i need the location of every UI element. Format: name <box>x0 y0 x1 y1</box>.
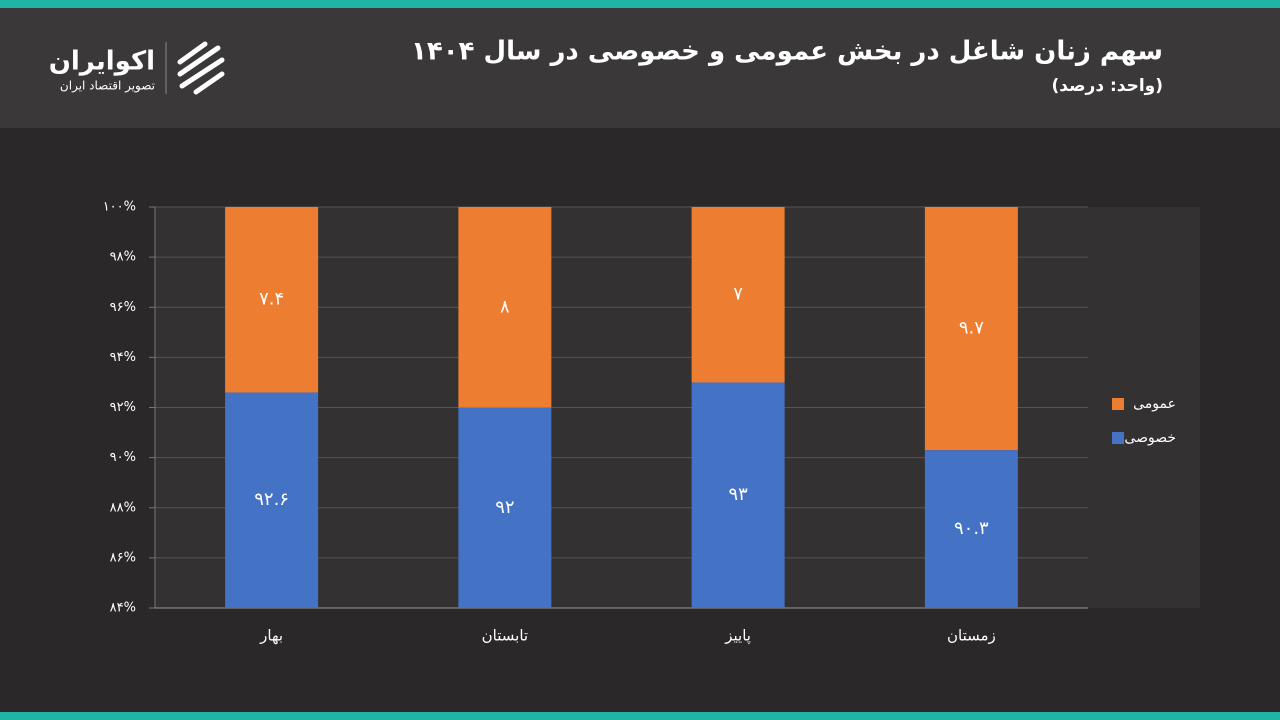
data-label: ۷ <box>733 284 743 305</box>
data-label: ۹۲ <box>495 497 514 518</box>
bar-segment <box>458 407 552 608</box>
brand-name: اکوایران <box>49 47 155 77</box>
y-tick-label: ۹۴% <box>110 350 136 365</box>
logo-icon <box>177 41 225 95</box>
x-tick-label: تابستان <box>482 627 528 645</box>
legend-label: عمومی <box>1133 396 1176 412</box>
y-tick-label: ۸۸% <box>110 500 136 515</box>
bar-segment <box>691 207 785 383</box>
bar-segment <box>924 450 1018 608</box>
y-tick-label: ۸۶% <box>110 550 136 565</box>
x-tick-label: پاییز <box>724 627 751 646</box>
data-label: ۷.۴ <box>259 289 284 310</box>
y-tick-label: ۹۲% <box>110 400 136 415</box>
data-label: ۹۳ <box>728 484 748 505</box>
legend-swatch <box>1112 432 1124 444</box>
data-label: ۹.۷ <box>959 318 984 339</box>
legend-swatch <box>1112 398 1124 410</box>
y-tick-label: ۹۶% <box>110 300 136 315</box>
bar-segment <box>225 207 319 393</box>
bar-segment <box>458 207 552 408</box>
y-tick-label: ۸۴% <box>110 601 136 616</box>
y-tick-label: ۹۰% <box>110 450 136 465</box>
brand-tagline: تصویر اقتصاد ایران <box>60 79 155 94</box>
bar-segment <box>691 382 785 608</box>
data-label: ۹۰.۳ <box>954 518 989 539</box>
chart-subtitle: (واحد: درصد) <box>1052 76 1163 96</box>
y-tick-label: ۱۰۰% <box>103 200 136 215</box>
x-tick-label: زمستان <box>947 627 996 645</box>
bar-segment <box>924 207 1018 451</box>
bottom-stripe <box>0 712 1280 720</box>
chart-title: سهم زنان شاغل در بخش عمومی و خصوصی در سا… <box>411 37 1163 67</box>
data-label: ۹۲.۶ <box>254 489 289 510</box>
bar-segment <box>225 392 319 608</box>
x-tick-label: بهار <box>259 627 283 645</box>
legend-label: خصوصی <box>1124 430 1176 446</box>
data-label: ۸ <box>500 296 510 317</box>
top-stripe <box>0 0 1280 8</box>
y-tick-label: ۹۸% <box>110 250 136 265</box>
